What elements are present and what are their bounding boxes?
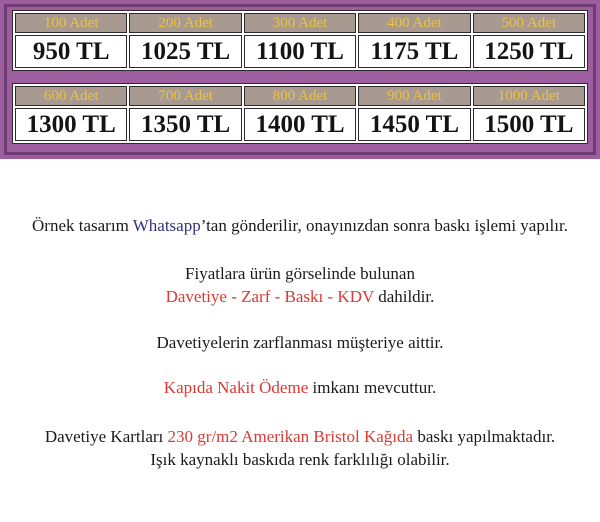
- price-table-1-header-row: 100 Adet 200 Adet 300 Adet 400 Adet 500 …: [15, 13, 586, 33]
- note-text: imkanı mevcuttur.: [308, 378, 437, 397]
- price-banner: 100 Adet 200 Adet 300 Adet 400 Adet 500 …: [0, 0, 600, 159]
- price-table-2: 600 Adet 700 Adet 800 Adet 900 Adet 1000…: [12, 83, 588, 144]
- note-text: Fiyatlara ürün görselinde bulunan: [185, 264, 415, 283]
- note-block-price-includes: Fiyatlara ürün görselinde bulunan Daveti…: [0, 262, 600, 308]
- price-cell: 1025 TL: [129, 35, 242, 68]
- cash-on-delivery-highlight: Kapıda Nakit Ödeme: [163, 378, 309, 397]
- included-items-highlight: Davetiye - Zarf - Baskı - KDV: [165, 287, 374, 306]
- quantity-header: 800 Adet: [243, 86, 357, 106]
- price-cell: 1450 TL: [358, 108, 471, 141]
- note-line-paper-type: Davetiye Kartları 230 gr/m2 Amerikan Bri…: [0, 425, 600, 448]
- quantity-header: 100 Adet: [15, 13, 128, 33]
- note-text: Işık kaynaklı baskıda renk farklılığı ol…: [150, 450, 450, 469]
- note-line-sample-design: Örnek tasarım Whatsapp’tan gönderilir, o…: [0, 214, 600, 237]
- price-cell: 1175 TL: [358, 35, 471, 68]
- note-block-paper: Davetiye Kartları 230 gr/m2 Amerikan Bri…: [0, 425, 600, 471]
- quantity-header: 600 Adet: [15, 86, 128, 106]
- quantity-header: 1000 Adet: [472, 86, 586, 106]
- note-line-enveloping: Davetiyelerin zarflanması müşteriye aitt…: [0, 331, 600, 354]
- note-text: baskı yapılmaktadır.: [413, 427, 556, 446]
- note-text: Davetiyelerin zarflanması müşteriye aitt…: [156, 333, 444, 352]
- note-line-included-items: Davetiye - Zarf - Baskı - KDV dahildir.: [0, 285, 600, 308]
- paper-type-highlight: 230 gr/m2 Amerikan Bristol Kağıda: [167, 427, 414, 446]
- price-table-1-price-row: 950 TL 1025 TL 1100 TL 1175 TL 1250 TL: [15, 35, 586, 68]
- price-table-2-header-row: 600 Adet 700 Adet 800 Adet 900 Adet 1000…: [15, 86, 586, 106]
- note-text: dahildir.: [373, 287, 435, 306]
- price-cell: 950 TL: [15, 35, 128, 68]
- quantity-header: 900 Adet: [358, 86, 471, 106]
- price-cell: 1100 TL: [243, 35, 357, 68]
- quantity-header: 200 Adet: [129, 13, 242, 33]
- price-table-1: 100 Adet 200 Adet 300 Adet 400 Adet 500 …: [12, 10, 588, 71]
- price-cell: 1350 TL: [129, 108, 242, 141]
- quantity-header: 700 Adet: [129, 86, 242, 106]
- note-line-price-includes: Fiyatlara ürün görselinde bulunan: [0, 262, 600, 285]
- note-line-cash-on-delivery: Kapıda Nakit Ödeme imkanı mevcuttur.: [0, 376, 600, 399]
- note-text: Davetiye Kartları: [44, 427, 168, 446]
- note-line-color-disclaimer: Işık kaynaklı baskıda renk farklılığı ol…: [0, 448, 600, 471]
- price-cell: 1300 TL: [15, 108, 128, 141]
- note-text: Örnek tasarım: [32, 216, 133, 235]
- whatsapp-highlight: Whatsapp: [132, 216, 201, 235]
- price-cell: 1500 TL: [472, 108, 586, 141]
- price-cell: 1400 TL: [243, 108, 357, 141]
- quantity-header: 300 Adet: [243, 13, 357, 33]
- note-text: ’tan gönderilir, onayınızdan sonra baskı…: [200, 216, 568, 235]
- price-table-2-price-row: 1300 TL 1350 TL 1400 TL 1450 TL 1500 TL: [15, 108, 586, 141]
- quantity-header: 400 Adet: [358, 13, 471, 33]
- price-cell: 1250 TL: [472, 35, 586, 68]
- quantity-header: 500 Adet: [472, 13, 586, 33]
- order-notes: Örnek tasarım Whatsapp’tan gönderilir, o…: [0, 214, 600, 471]
